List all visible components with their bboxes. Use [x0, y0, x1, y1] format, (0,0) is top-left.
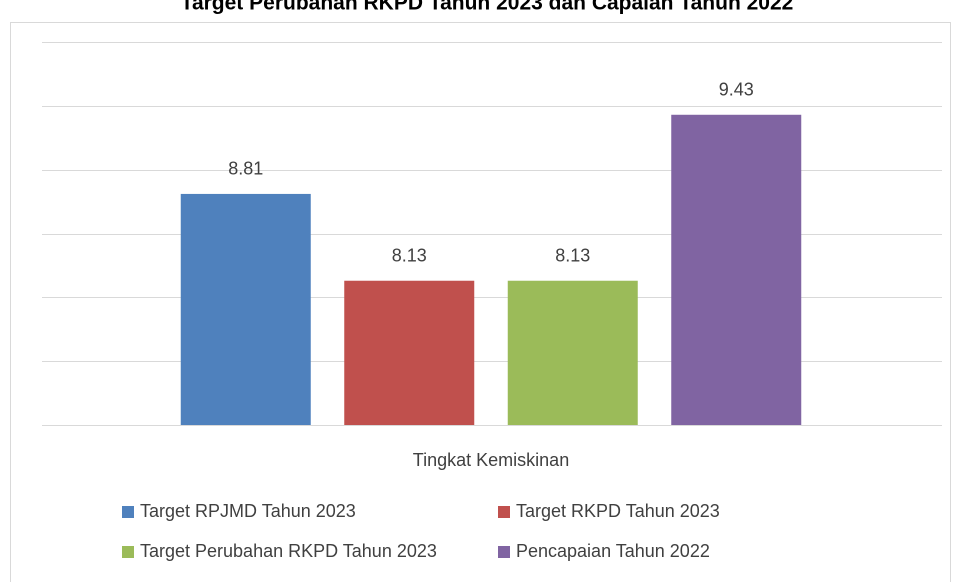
bar [671, 114, 802, 426]
x-tick-label: Tingkat Kemiskinan [413, 450, 569, 470]
legend-swatch [498, 506, 510, 518]
data-label: 8.13 [555, 245, 590, 265]
data-label: 8.13 [392, 245, 427, 265]
data-label: 9.43 [719, 80, 754, 100]
legend-swatch [498, 546, 510, 558]
legend-label: Target RKPD Tahun 2023 [516, 501, 720, 521]
data-label: 8.81 [228, 159, 263, 179]
legend-label: Pencapaian Tahun 2022 [516, 541, 710, 561]
legend-swatch [122, 546, 134, 558]
bar [344, 280, 475, 425]
legend-label: Target Perubahan RKPD Tahun 2023 [140, 541, 437, 561]
legend-swatch [122, 506, 134, 518]
legend-label: Target RPJMD Tahun 2023 [140, 501, 356, 521]
chart-title: Target Perubahan RKPD Tahun 2023 dan Cap… [181, 0, 794, 15]
bar [507, 280, 638, 425]
bar [180, 193, 311, 425]
